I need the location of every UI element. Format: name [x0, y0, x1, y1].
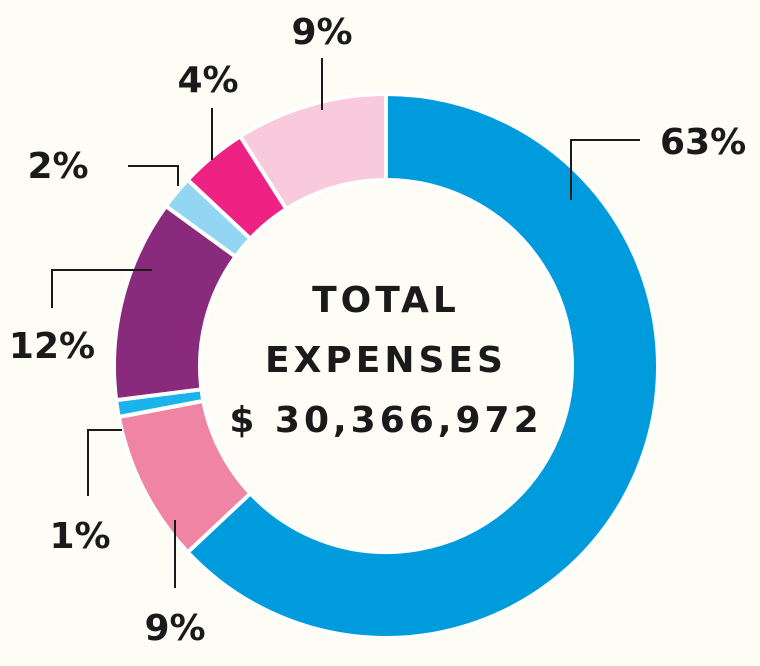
leader-line [570, 139, 640, 200]
percentage-labels: 63% 9% 1% 12% 2% 4% 9% [9, 12, 746, 649]
donut-slice [238, 92, 388, 211]
center-total-label: TOTAL [312, 280, 460, 321]
slice-percent-label: 9% [291, 12, 352, 53]
leader-line [128, 165, 179, 186]
slice-percent-label: 4% [177, 60, 238, 101]
slice-percent-label: 9% [144, 608, 205, 649]
slice-percent-label: 12% [9, 326, 95, 367]
slice-percent-label: 2% [27, 146, 88, 187]
leader-line [51, 269, 152, 308]
center-expenses-label: EXPENSES [265, 340, 507, 381]
center-total-value: $ 30,366,972 [229, 400, 542, 441]
slice-percent-label: 63% [660, 122, 746, 163]
leader-line [87, 429, 122, 496]
donut-slice [185, 92, 660, 640]
slice-percent-label: 1% [49, 516, 110, 557]
leader-lines [51, 58, 640, 588]
donut-slices [112, 92, 660, 640]
center-label: TOTAL EXPENSES $ 30,366,972 [229, 280, 542, 441]
